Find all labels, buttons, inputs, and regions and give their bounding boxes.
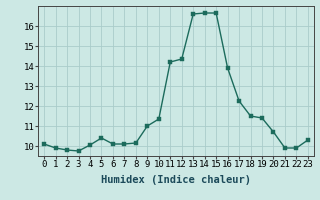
X-axis label: Humidex (Indice chaleur): Humidex (Indice chaleur)	[101, 175, 251, 185]
